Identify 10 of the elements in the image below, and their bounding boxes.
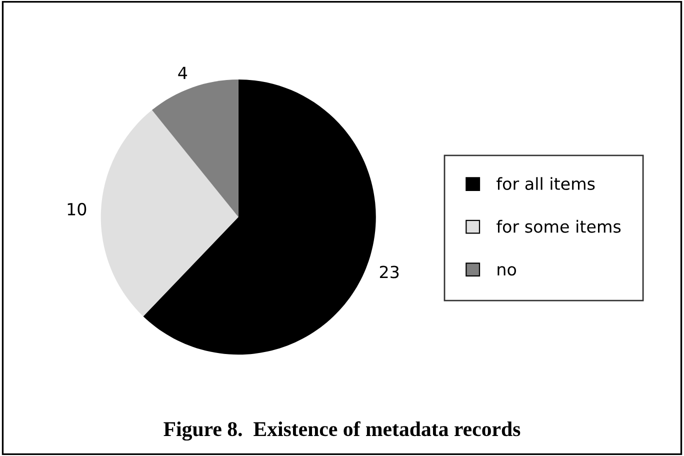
pie-slice [143, 80, 376, 355]
legend-label: no [498, 266, 516, 276]
data-label: 10 [68, 202, 86, 216]
text: Figure 8. Existence of metadata records [164, 421, 520, 441]
data-label: 23 [380, 266, 399, 278]
legend-label: for all items [496, 177, 595, 190]
data-label: 4 [178, 66, 188, 80]
pie-slice [100, 110, 238, 316]
legend-label: for some items [496, 220, 621, 233]
pie-slice [152, 80, 238, 218]
